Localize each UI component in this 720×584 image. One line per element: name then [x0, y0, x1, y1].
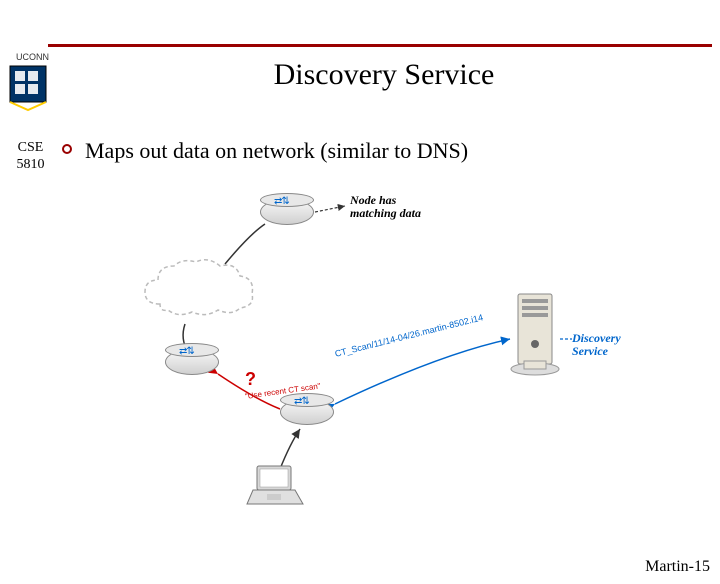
- course-code-2: 5810: [8, 157, 53, 174]
- laptop-icon: [245, 464, 305, 509]
- question-mark: ?: [245, 369, 256, 390]
- slide-number: Martin-15: [645, 558, 710, 576]
- router-left-icon: ⇄⇅: [165, 349, 219, 381]
- bullet-text: Maps out data on network (similar to DNS…: [85, 138, 468, 164]
- slide-header: UCONN Discovery Service: [8, 52, 712, 112]
- network-diagram: ⇄⇅ ⇄⇅ ⇄⇅ Node has matching data: [140, 184, 620, 504]
- course-code-1: CSE: [8, 140, 53, 157]
- node-annotation-line2: matching data: [350, 207, 421, 220]
- course-sidebar: CSE 5810: [8, 140, 53, 174]
- cloud-icon: [140, 254, 260, 324]
- discovery-annotation: Discovery Service: [572, 332, 621, 358]
- router-top-icon: ⇄⇅: [260, 199, 314, 231]
- title-underline: [48, 44, 712, 47]
- server-icon: [510, 289, 570, 379]
- uconn-label: UCONN: [16, 52, 49, 62]
- uconn-logo-icon: [8, 64, 48, 112]
- bullet-icon: [62, 144, 72, 154]
- node-annotation: Node has matching data: [350, 194, 421, 220]
- router-bottom-icon: ⇄⇅: [280, 399, 334, 431]
- page-title: Discovery Service: [96, 58, 672, 98]
